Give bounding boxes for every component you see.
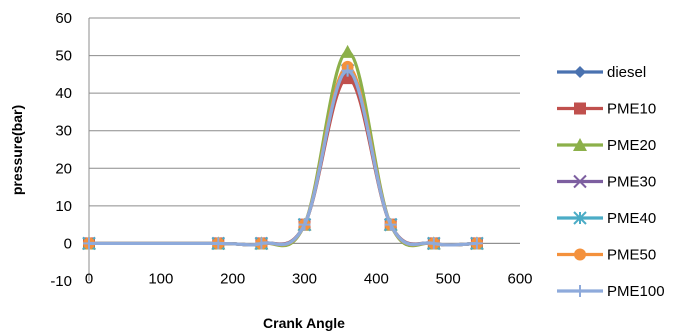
legend-marker: [573, 174, 587, 189]
y-tick-label: 40: [55, 85, 72, 102]
x-axis-title: Crank Angle: [263, 315, 345, 331]
y-tick-label: 30: [55, 123, 72, 140]
data-point: [341, 72, 354, 85]
y-tick-label: 20: [55, 160, 72, 177]
y-tick-label: 0: [64, 235, 72, 252]
plot-area: [89, 18, 520, 281]
legend-item-PME100: PME100: [557, 283, 665, 300]
legend-label: PME50: [607, 247, 656, 264]
data-point: [83, 237, 95, 250]
x-tick-label: 600: [507, 270, 532, 287]
legend-label: PME20: [607, 137, 656, 154]
x-tick-label: 0: [85, 270, 93, 287]
legend: diesel PME10 PME20 PME30 PME40 PME50 PME100: [557, 64, 665, 300]
series-group: [82, 44, 484, 251]
legend-label: PME30: [607, 174, 656, 191]
y-tick-label: -10: [50, 273, 72, 290]
x-tick-label: 300: [292, 270, 317, 287]
legend-item-PME50: PME50: [557, 247, 656, 264]
legend-item-PME20: PME20: [557, 137, 656, 154]
data-point: [427, 237, 440, 250]
legend-marker: [574, 102, 586, 115]
legend-label: PME10: [607, 101, 656, 118]
legend-marker: [573, 211, 587, 225]
y-tick-label: 10: [55, 198, 72, 215]
legend-label: PME100: [607, 283, 665, 300]
legend-label: PME40: [607, 210, 656, 227]
data-point: [255, 237, 268, 250]
x-tick-label: 100: [148, 270, 173, 287]
legend-item-diesel: diesel: [557, 64, 646, 81]
gridlines: [89, 17, 520, 244]
data-point: [298, 218, 311, 231]
legend-marker: [574, 285, 586, 297]
x-tick-label: 400: [364, 270, 389, 287]
y-axis-title: pressure(bar): [9, 105, 25, 195]
legend-item-PME10: PME10: [557, 101, 656, 118]
y-tick-labels: -10 0 10 20 30 40 50 60: [50, 10, 72, 290]
x-tick-label: 200: [220, 270, 245, 287]
x-tick-label: 500: [436, 270, 461, 287]
data-point: [340, 44, 355, 58]
legend-item-PME30: PME30: [557, 174, 656, 191]
legend-marker: [574, 248, 586, 261]
data-point: [341, 64, 354, 77]
legend-marker: [573, 138, 587, 151]
legend-item-PME40: PME40: [557, 210, 656, 227]
legend-label: diesel: [607, 64, 646, 81]
x-tick-labels: 0 100 200 300 400 500 600: [85, 270, 533, 287]
y-tick-label: 60: [55, 10, 72, 27]
legend-marker: [574, 66, 586, 78]
series-PME100: [83, 64, 483, 250]
data-point: [470, 237, 483, 250]
data-point: [212, 237, 225, 250]
data-point: [384, 218, 397, 231]
y-tick-label: 50: [55, 48, 72, 65]
